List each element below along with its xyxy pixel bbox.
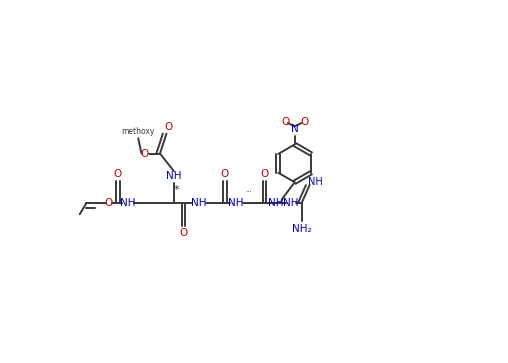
Text: NH₂: NH₂: [292, 224, 311, 234]
Text: O: O: [164, 122, 172, 132]
Text: O: O: [260, 169, 268, 179]
Text: NH: NH: [120, 198, 136, 208]
Text: O: O: [300, 117, 308, 127]
Text: O: O: [105, 198, 113, 208]
Text: O: O: [281, 117, 290, 127]
Text: NH: NH: [190, 198, 206, 208]
Text: NH: NH: [166, 171, 181, 181]
Text: O: O: [180, 228, 188, 238]
Text: *: *: [173, 185, 179, 195]
Text: methoxy: methoxy: [121, 127, 154, 135]
Text: O: O: [113, 169, 121, 179]
Text: NH: NH: [283, 198, 298, 208]
Text: NH: NH: [268, 198, 283, 208]
Text: N: N: [291, 124, 299, 134]
Text: O: O: [220, 169, 229, 179]
Text: NH: NH: [308, 177, 323, 187]
Text: ···: ···: [245, 189, 252, 195]
Text: O: O: [141, 148, 149, 159]
Text: NH: NH: [229, 198, 244, 208]
